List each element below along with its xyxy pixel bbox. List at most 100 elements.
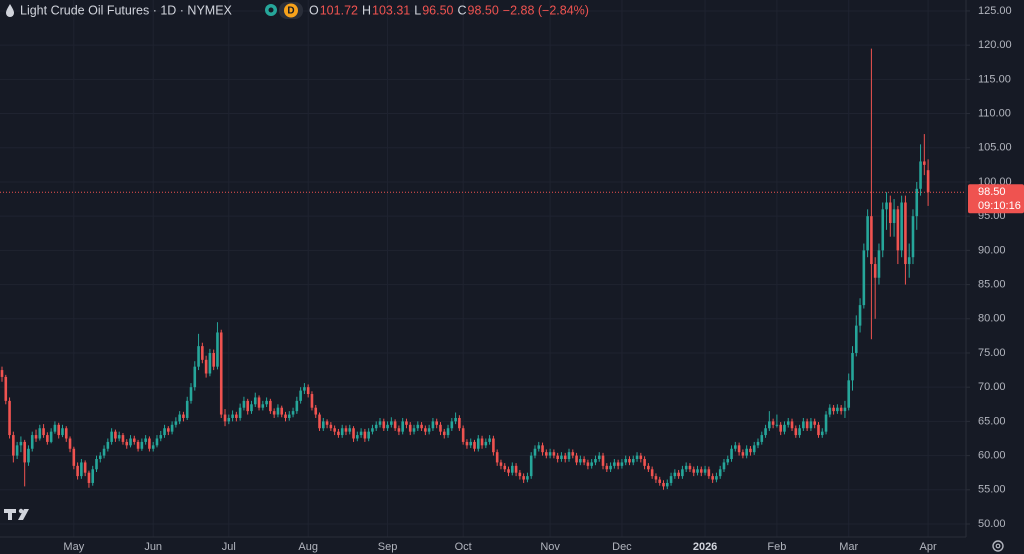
candle-body bbox=[136, 441, 140, 449]
candle-body bbox=[866, 216, 869, 251]
y-tick-label: 110.00 bbox=[978, 107, 1011, 119]
x-tick-label: Feb bbox=[767, 541, 786, 553]
candle-body bbox=[374, 424, 378, 429]
candle-body bbox=[824, 414, 828, 432]
candle-body bbox=[923, 161, 926, 165]
ohlc-value: 101.72 bbox=[320, 3, 358, 17]
y-tick-label: 90.00 bbox=[978, 244, 1006, 256]
ohlc-value: 96.50 bbox=[422, 3, 453, 17]
candle-body bbox=[529, 455, 533, 477]
candle-body bbox=[926, 170, 930, 193]
candle-body bbox=[87, 472, 91, 483]
candle-body bbox=[148, 438, 151, 449]
candle-body bbox=[541, 445, 544, 453]
x-tick-label: Jun bbox=[144, 541, 162, 553]
candle-body bbox=[681, 469, 684, 477]
candle-body bbox=[185, 400, 189, 418]
candle-body bbox=[896, 209, 900, 251]
candle-body bbox=[197, 346, 200, 367]
header: Light Crude Oil Futures · 1D · NYMEX D O… bbox=[6, 2, 589, 19]
candle-body bbox=[790, 421, 794, 429]
candle-body bbox=[276, 407, 280, 415]
candle-body bbox=[344, 428, 348, 432]
candle-body bbox=[643, 459, 646, 466]
candle-body bbox=[480, 438, 484, 446]
candle-body bbox=[836, 407, 839, 412]
candle-body bbox=[386, 424, 389, 429]
x-tick-label: 2026 bbox=[693, 541, 717, 553]
candle-body bbox=[121, 435, 125, 442]
candle-body bbox=[299, 390, 302, 401]
candle-body bbox=[556, 455, 559, 460]
x-tick-label: Mar bbox=[839, 541, 858, 553]
candle-body bbox=[253, 397, 257, 405]
candle-body bbox=[745, 448, 748, 456]
y-tick-label: 75.00 bbox=[978, 347, 1006, 359]
logo-part bbox=[8, 509, 12, 520]
candle-body bbox=[306, 387, 310, 395]
logo-part bbox=[18, 509, 29, 520]
candle-body bbox=[854, 325, 858, 353]
candle-body bbox=[892, 209, 896, 224]
candle-body bbox=[798, 428, 801, 436]
candle-body bbox=[461, 428, 465, 442]
candle-body bbox=[371, 428, 374, 432]
x-tick-label: Jul bbox=[222, 541, 236, 553]
y-tick-label: 50.00 bbox=[978, 518, 1006, 530]
candle-body bbox=[30, 435, 34, 449]
badge-circle[interactable] bbox=[284, 3, 298, 18]
candle-body bbox=[117, 435, 121, 439]
x-tick-label: Oct bbox=[455, 541, 472, 553]
candle-body bbox=[8, 400, 11, 436]
candle-body bbox=[688, 465, 692, 470]
x-tick-label: Nov bbox=[540, 541, 560, 553]
settings-icon[interactable] bbox=[992, 540, 1004, 552]
candle-body bbox=[730, 448, 733, 460]
market-status-dot-inner bbox=[268, 7, 274, 13]
candle-body bbox=[507, 469, 510, 473]
candle-body bbox=[760, 435, 764, 442]
candle-body bbox=[786, 421, 790, 425]
candle-body bbox=[322, 421, 325, 429]
candle-body bbox=[49, 431, 53, 442]
candle-body bbox=[416, 424, 420, 429]
candle-body bbox=[526, 476, 529, 480]
candle-body bbox=[34, 435, 38, 439]
y-tick-label: 125.00 bbox=[978, 5, 1012, 17]
x-tick-label: Dec bbox=[612, 541, 632, 553]
y-tick-label: 55.00 bbox=[978, 484, 1006, 496]
candle-body bbox=[907, 257, 911, 265]
candle-body bbox=[601, 455, 605, 466]
candle-body bbox=[91, 469, 95, 483]
candle-body bbox=[4, 376, 8, 401]
candle-body bbox=[873, 264, 877, 278]
tv-logo bbox=[4, 508, 29, 520]
candle-body bbox=[393, 421, 397, 429]
grid bbox=[0, 0, 966, 537]
candle-body bbox=[775, 424, 779, 426]
candle-body bbox=[38, 428, 42, 439]
ohlc-value: 98.50 bbox=[468, 3, 499, 17]
candle-body bbox=[178, 414, 181, 422]
candle-body bbox=[673, 472, 677, 477]
candle-body bbox=[654, 476, 658, 480]
candle-body bbox=[768, 421, 771, 429]
candle-body bbox=[718, 469, 722, 477]
candle-body bbox=[337, 431, 340, 436]
candle-body bbox=[269, 400, 272, 412]
symbol-title: Light Crude Oil Futures · 1D · NYMEX bbox=[20, 3, 233, 17]
candle-body bbox=[696, 469, 699, 473]
candle-body bbox=[390, 421, 393, 425]
candle-body bbox=[227, 417, 231, 422]
candle-body bbox=[257, 397, 261, 408]
candle-body bbox=[189, 387, 193, 401]
candle-body bbox=[193, 366, 197, 388]
candle-body bbox=[219, 332, 223, 415]
candle-body bbox=[356, 435, 359, 439]
candle-body bbox=[170, 424, 174, 432]
candle-body bbox=[442, 431, 446, 436]
candle-body bbox=[246, 400, 249, 412]
oil-drop-icon bbox=[6, 4, 14, 17]
gear-hub bbox=[995, 543, 1001, 549]
